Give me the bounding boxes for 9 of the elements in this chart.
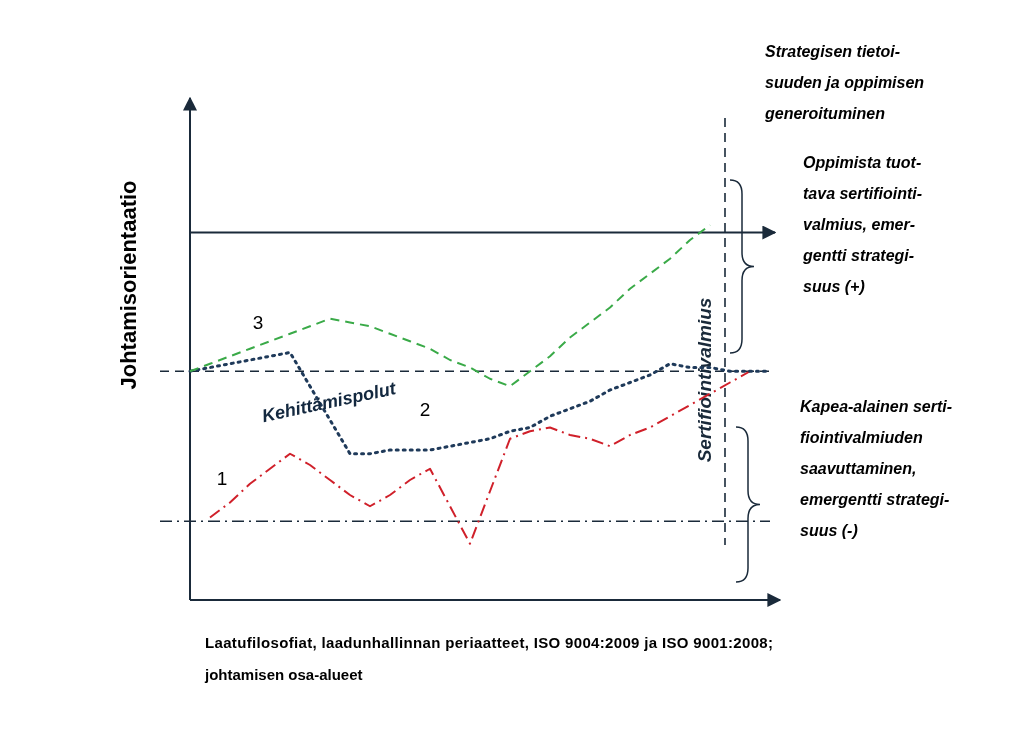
y-axis-title: Johtamisorientaatio — [116, 180, 141, 390]
x-axis-title: Laatufilosofiat, laadunhallinnan periaatteet, ISO 9004:2009 ja ISO 9001:2008; johtamisen osa-alueet — [204, 634, 773, 683]
text: Strategisen tietoi- suuden ja oppimisen generoituminen — [764, 43, 925, 122]
series-label: 1 — [216, 468, 228, 489]
text: Kapea-alainen serti- fiointivalmiuden saavuttaminen, emergentti strategi- suus (-) — [800, 398, 953, 539]
text: Sertifiointivalmius — [694, 297, 715, 463]
text: Oppimista tuot- tava sertifiointi- valmius, emer- gentti strategi- suus (+) — [802, 154, 923, 295]
series-label: 3 — [252, 312, 264, 333]
series-label: 2 — [419, 399, 431, 420]
